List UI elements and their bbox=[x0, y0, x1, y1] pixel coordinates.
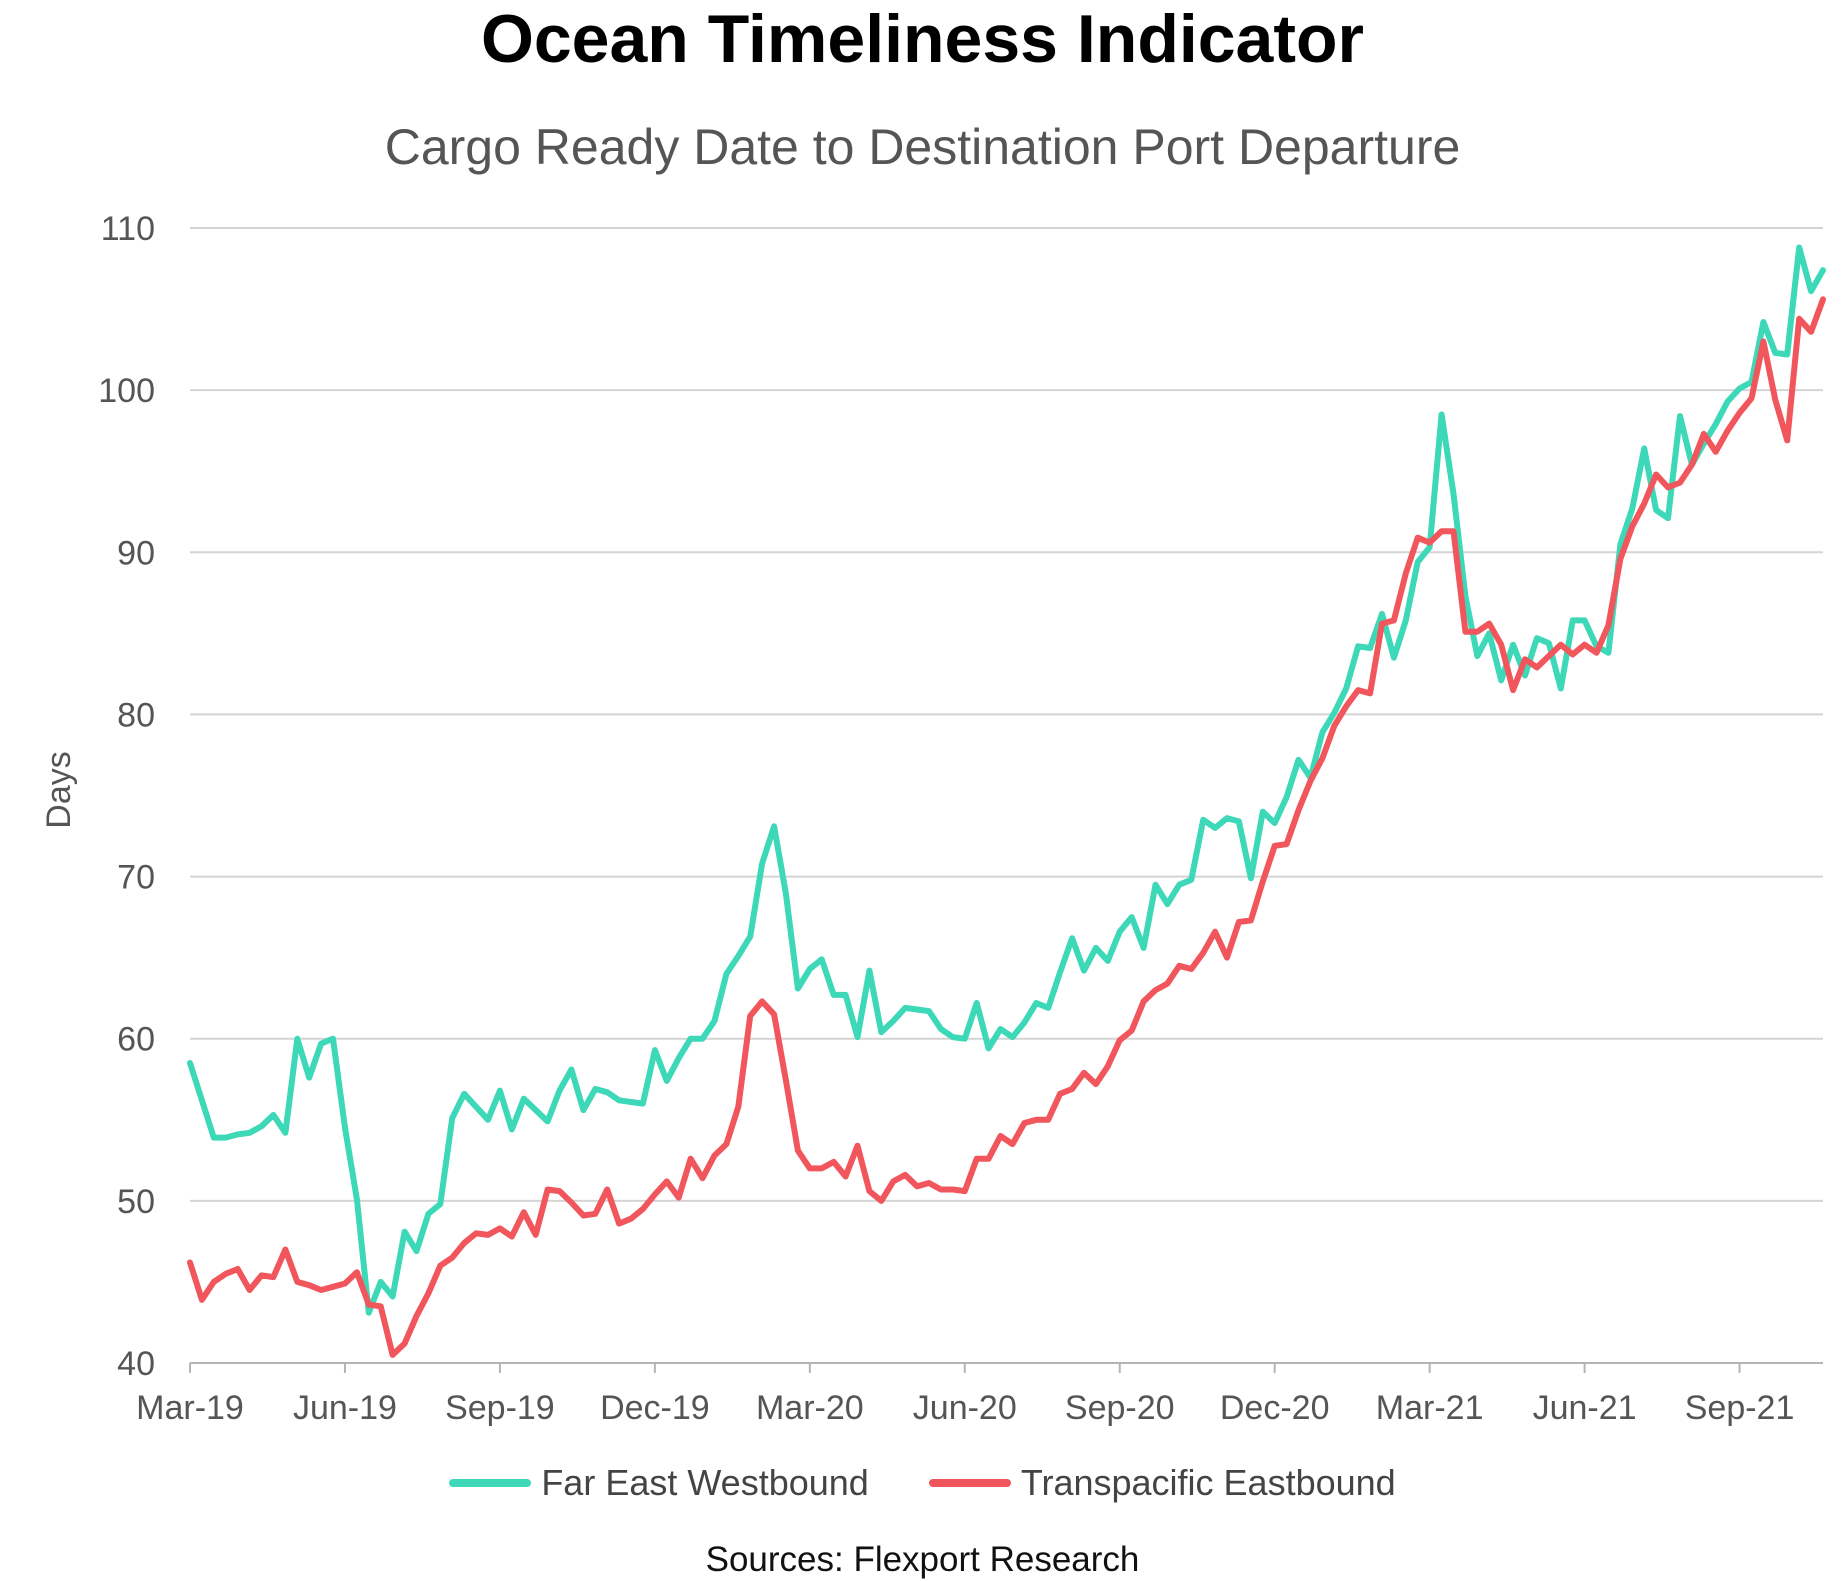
x-tick-label-Sep-21: Sep-21 bbox=[1685, 1389, 1795, 1427]
legend-label-transpacific-eastbound: Transpacific Eastbound bbox=[1020, 1462, 1396, 1503]
y-tick-label-110: 110 bbox=[101, 210, 155, 248]
x-tick-label-Dec-20: Dec-20 bbox=[1220, 1389, 1330, 1427]
x-tick-label-Mar-19: Mar-19 bbox=[136, 1389, 244, 1427]
y-tick-label-80: 80 bbox=[117, 696, 155, 734]
series-line-transpacific-eastbound bbox=[187, 296, 1826, 1358]
x-tick-label-Sep-20: Sep-20 bbox=[1065, 1389, 1175, 1427]
y-axis-label: Days bbox=[40, 751, 78, 828]
x-tick-label-Dec-19: Dec-19 bbox=[600, 1389, 710, 1427]
legend: Far East Westbound Transpacific Eastboun… bbox=[0, 1462, 1845, 1504]
x-tick-label-Mar-21: Mar-21 bbox=[1376, 1389, 1484, 1427]
y-tick-label-90: 90 bbox=[117, 534, 155, 572]
x-tick-label-Mar-20: Mar-20 bbox=[756, 1389, 864, 1427]
chart-subtitle: Cargo Ready Date to Destination Port Dep… bbox=[384, 119, 1461, 175]
chart-title: Ocean Timeliness Indicator bbox=[480, 1, 1365, 77]
x-tick-label-Sep-19: Sep-19 bbox=[445, 1389, 555, 1427]
x-tick-label-Jun-20: Jun-20 bbox=[913, 1389, 1017, 1427]
y-tick-label-40: 40 bbox=[117, 1345, 155, 1383]
y-tick-label-100: 100 bbox=[98, 372, 155, 410]
legend-swatch-far-east-westbound bbox=[449, 1479, 532, 1487]
x-tick-label-Jun-21: Jun-21 bbox=[1533, 1389, 1637, 1427]
x-tick-label-Jun-19: Jun-19 bbox=[293, 1389, 397, 1427]
gridlines bbox=[190, 227, 1823, 1202]
y-tick-label-50: 50 bbox=[117, 1183, 155, 1221]
x-axis: Mar-19 Jun-19 Sep-19 Dec-19 Mar-20 Jun-20 Sep-… bbox=[136, 1362, 1823, 1427]
series-lines bbox=[187, 244, 1826, 1358]
y-tick-label-60: 60 bbox=[117, 1021, 155, 1059]
legend-item-far-east-westbound: Far East Westbound bbox=[449, 1462, 869, 1504]
y-axis-ticks: 40 50 60 70 80 90 100 110 bbox=[98, 210, 155, 1383]
legend-swatch-transpacific-eastbound bbox=[928, 1479, 1011, 1487]
series-line-far-east-westbound bbox=[187, 244, 1826, 1316]
y-tick-label-70: 70 bbox=[117, 859, 155, 897]
source-note: Sources: Flexport Research bbox=[705, 1540, 1140, 1579]
legend-label-far-east-westbound: Far East Westbound bbox=[541, 1462, 869, 1503]
legend-item-transpacific-eastbound: Transpacific Eastbound bbox=[928, 1462, 1396, 1504]
